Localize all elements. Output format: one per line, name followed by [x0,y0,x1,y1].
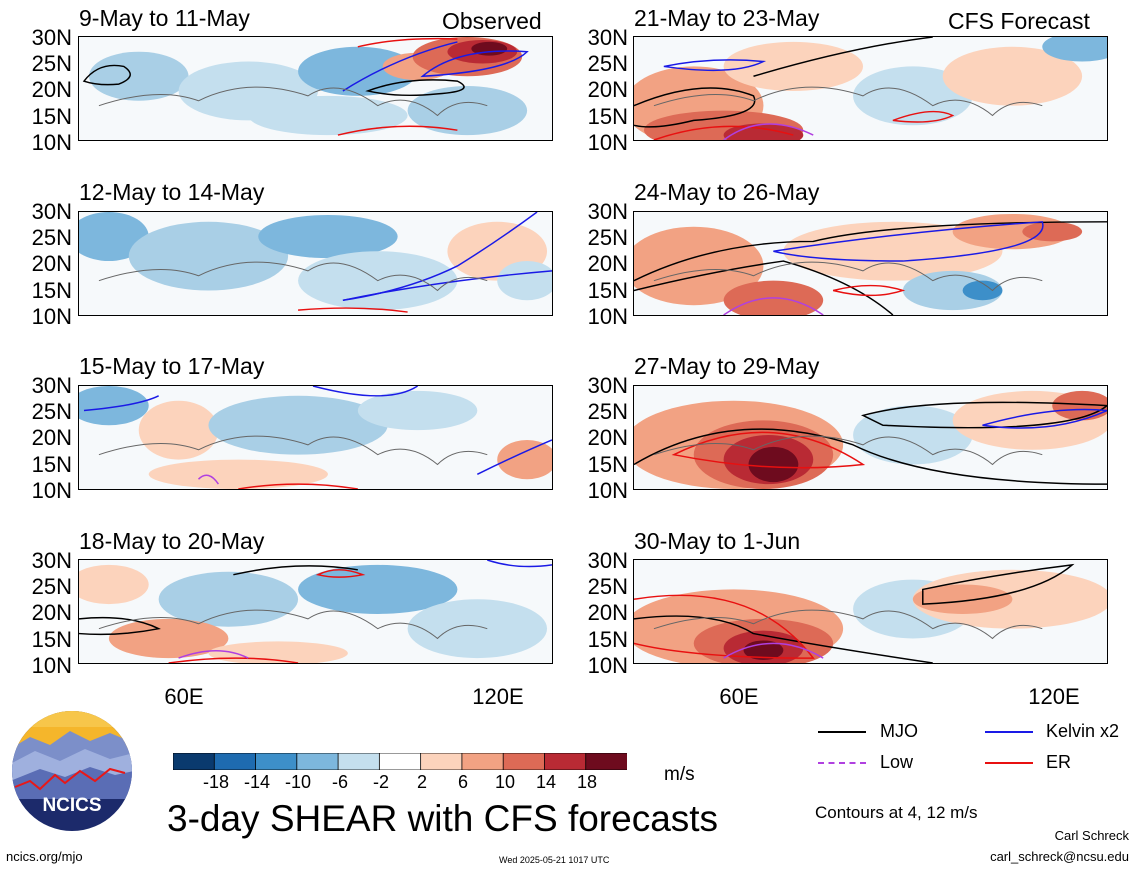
colorbar-swatch [296,752,339,771]
map-panel-fcst-4 [633,559,1108,664]
author-email: carl_schreck@ncsu.edu [990,849,1129,864]
panel-title-fcst-4: 30-May to 1-Jun [634,528,801,554]
lon-label-obs-120e: 120E [472,684,524,709]
colorbar-label: 18 [576,772,598,792]
legend-line-mjo [818,731,866,733]
colorbar-label: 10 [494,772,516,792]
colorbar-label: -2 [372,772,389,792]
colorbar-swatch [172,752,216,771]
colorbar-label: 14 [535,772,557,792]
colorbar [172,752,628,771]
colorbar-swatch [502,752,546,771]
colorbar-swatch [378,752,422,771]
map-panel-fcst-1 [633,36,1108,141]
ncics-logo: NCICS [10,709,134,833]
map-panel-obs-1 [78,36,553,141]
main-title: 3-day SHEAR with CFS forecasts [167,798,719,839]
panel-title-obs-4: 18-May to 20-May [79,528,265,554]
panel-title-fcst-2: 24-May to 26-May [634,179,820,205]
panel-title-obs-2: 12-May to 14-May [79,179,265,205]
colorbar-label: -14 [243,772,270,792]
map-panel-fcst-3 [633,385,1108,490]
map-panel-fcst-2 [633,211,1108,316]
lon-label-obs-60e: 60E [164,684,204,709]
panel-title-fcst-3: 27-May to 29-May [634,353,820,379]
colorbar-swatch [420,752,463,771]
contours-note: Contours at 4, 12 m/s [815,803,978,822]
colorbar-swatch [544,752,587,771]
legend-line-low [818,762,866,764]
observed-label: Observed [442,8,542,34]
timestamp: Wed 2025-05-21 1017 UTC [499,855,610,865]
colorbar-label: -6 [331,772,348,792]
colorbar-swatch [255,752,298,771]
colorbar-label: -10 [284,772,311,792]
forecast-label: CFS Forecast [948,8,1090,34]
map-panel-obs-2 [78,211,553,316]
colorbar-unit: m/s [664,764,695,785]
legend-label-low: Low [880,752,914,772]
map-panel-obs-3 [78,385,553,490]
legend-line-kelvin [985,731,1033,733]
author-name: Carl Schreck [1054,828,1129,843]
lon-label-fcst-60e: 60E [719,684,759,709]
legend-label-kelvin: Kelvin x2 [1046,721,1120,741]
lon-label-fcst-120e: 120E [1028,684,1080,709]
legend-label-er: ER [1046,752,1072,772]
panel-title-fcst-1: 21-May to 23-May [634,5,820,31]
panel-title-obs-1: 9-May to 11-May [79,5,250,31]
legend-label-mjo: MJO [880,721,918,741]
map-panel-obs-4 [78,559,553,664]
colorbar-swatch [213,752,257,771]
colorbar-swatch [337,752,381,771]
colorbar-label: -18 [202,772,229,792]
colorbar-label: 2 [416,772,427,792]
panel-title-obs-3: 15-May to 17-May [79,353,265,379]
legend-line-er [985,762,1033,764]
colorbar-label: 6 [457,772,468,792]
colorbar-swatch [585,752,628,771]
colorbar-swatch [461,752,505,771]
svg-text:NCICS: NCICS [42,795,101,816]
website-link[interactable]: ncics.org/mjo [6,849,83,864]
